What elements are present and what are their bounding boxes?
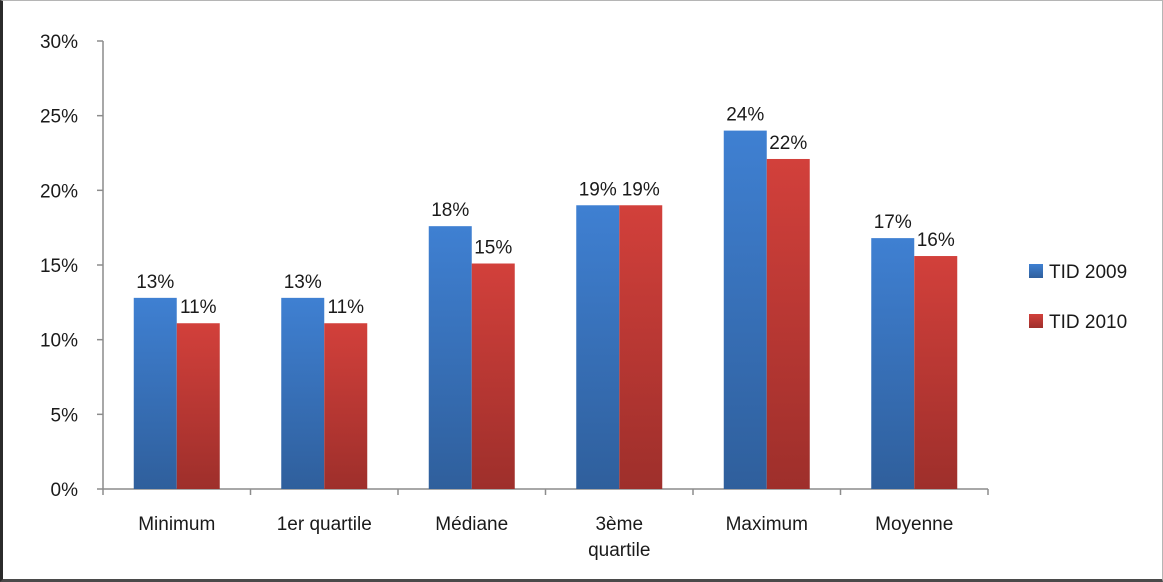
bars [133, 130, 958, 489]
legend-swatch [1029, 264, 1043, 278]
data-label: 24% [726, 105, 764, 126]
y-tick-label: 10% [40, 331, 78, 352]
data-labels: 13%11%13%11%18%15%19% 19%24%22%17%16% [136, 105, 955, 319]
x-tick-label-line: Maximum [726, 514, 808, 535]
x-tick-label-line: Moyenne [875, 514, 953, 535]
data-label: 13% [284, 272, 322, 293]
bar-tid-2010 [176, 323, 220, 489]
x-tick-label-line: quartile [588, 540, 650, 561]
x-tick-label: Maximum [726, 514, 808, 535]
x-axis: Minimum 1er quartile Médiane 3ème quartile Ma… [102, 488, 989, 561]
data-label: 11% [180, 297, 217, 318]
bar-tid-2009 [428, 226, 472, 489]
bar-tid-2009 [871, 238, 915, 489]
x-tick-label: Médiane [435, 514, 508, 535]
legend: TID 2009 TID 2010 [1029, 262, 1127, 333]
bar-tid-2010 [471, 263, 515, 489]
bar-tid-2010 [619, 205, 663, 489]
y-tick-label: 15% [40, 256, 78, 277]
bar-tid-2010 [324, 323, 368, 489]
x-tick-label: Minimum [138, 514, 215, 535]
legend-label: TID 2009 [1049, 262, 1127, 283]
x-tick-label-line: 1er quartile [277, 514, 372, 535]
bar-tid-2010 [914, 256, 958, 489]
y-tick-label: 5% [51, 405, 79, 426]
data-label: 19% [579, 179, 617, 200]
data-label: 11% [327, 297, 364, 318]
bar-tid-2009 [281, 297, 325, 489]
legend-swatch [1029, 314, 1043, 328]
x-tick-label: 3ème quartile [588, 514, 650, 561]
y-tick-label: 0% [51, 480, 79, 501]
y-tick-label: 30% [40, 32, 78, 53]
bar-tid-2009 [723, 130, 767, 489]
y-tick-label: 20% [40, 181, 78, 202]
bar-tid-2009 [133, 297, 177, 489]
bar-tid-2009 [576, 205, 620, 489]
data-label: 15% [474, 238, 512, 259]
bar-tid-2010 [766, 158, 810, 489]
legend-item: TID 2009 [1029, 262, 1127, 283]
data-label: 17% [874, 212, 912, 233]
data-label: 16% [917, 230, 955, 251]
x-tick-label-line: 3ème [595, 514, 643, 535]
x-tick-label: 1er quartile [277, 514, 372, 535]
legend-item: TID 2010 [1029, 312, 1127, 333]
x-tick-label: Moyenne [875, 514, 953, 535]
y-tick-label: 25% [40, 107, 78, 128]
data-label: 18% [431, 200, 469, 221]
data-label: 22% [769, 133, 807, 154]
x-tick-label-line: Minimum [138, 514, 215, 535]
data-label: 19% [622, 179, 660, 200]
y-axis: 0% 5% 10% 15% 20% 25% 30% [40, 32, 104, 501]
legend-label: TID 2010 [1049, 312, 1127, 333]
data-label: 13% [136, 272, 174, 293]
x-tick-label-line: Médiane [435, 514, 508, 535]
